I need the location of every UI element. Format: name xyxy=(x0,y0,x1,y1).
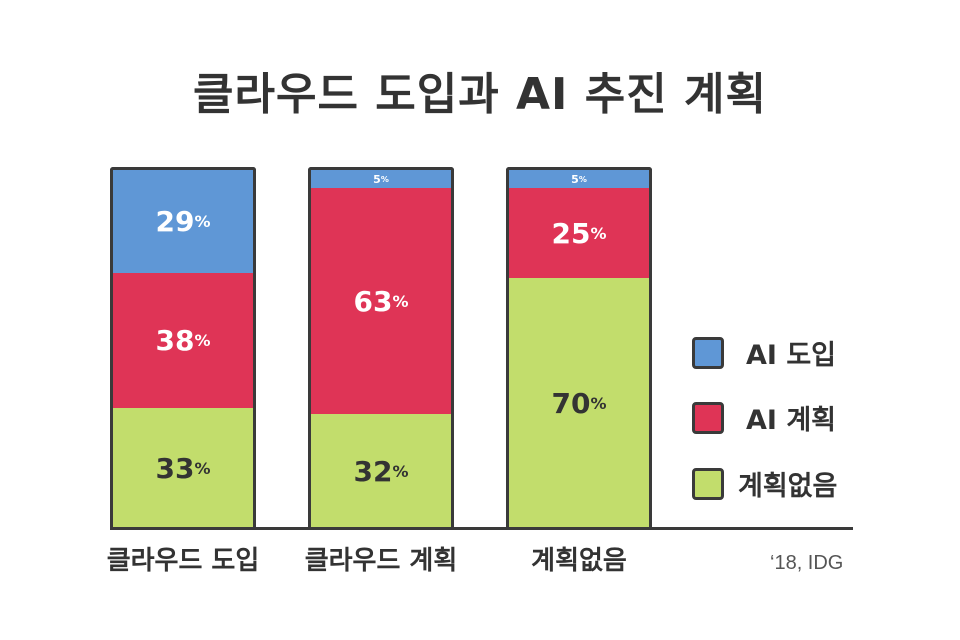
segment-value: 33 xyxy=(155,451,195,485)
legend-item-no-plan: 계획없음 xyxy=(692,464,837,503)
segment-unit: % xyxy=(194,458,211,478)
x-tick-label: 계획없음 xyxy=(531,546,627,576)
x-tick-label: 클라우드 계획 xyxy=(304,546,458,576)
segment-unit: % xyxy=(194,212,211,231)
segment-unit: % xyxy=(194,331,211,350)
segment-value: 25 xyxy=(551,216,591,250)
legend-item-ai-plan: AI 계획 xyxy=(692,398,836,437)
segment-value: 32 xyxy=(353,454,393,488)
segment-unit: % xyxy=(590,393,607,413)
segment-unit: % xyxy=(392,291,409,311)
segment-no-plan: 32% xyxy=(311,414,451,528)
segment-value: 38 xyxy=(155,324,195,357)
legend-swatch xyxy=(692,336,724,369)
legend-item-ai-adopt: AI 도입 xyxy=(692,333,836,372)
segment-ai-plan: 63% xyxy=(311,188,451,414)
legend-swatch xyxy=(692,401,724,434)
legend-label: AI 도입 xyxy=(746,340,837,371)
segment-unit: % xyxy=(392,461,409,481)
segment-unit: % xyxy=(380,174,389,184)
bar-cloud-adopted: 29% 38% 33% xyxy=(110,167,256,528)
segment-unit: % xyxy=(578,174,587,184)
segment-value: 70 xyxy=(551,386,591,420)
bar-no-plan: 5% 25% 70% xyxy=(506,167,652,528)
segment-ai-adopt: 5% xyxy=(311,170,451,188)
segment-ai-adopt: 5% xyxy=(509,170,649,188)
segment-value: 29 xyxy=(155,205,195,238)
chart-title: 클라우드 도입과 AI 추진 계획 xyxy=(193,69,767,120)
segment-no-plan: 33% xyxy=(113,408,253,528)
segment-value: 5 xyxy=(373,172,381,186)
segment-value: 63 xyxy=(353,284,393,318)
source-note: ‘18, IDG xyxy=(770,552,844,574)
x-tick-label: 클라우드 도입 xyxy=(106,546,260,576)
segment-ai-plan: 38% xyxy=(113,273,253,408)
segment-ai-plan: 25% xyxy=(509,188,649,278)
segment-value: 5 xyxy=(571,172,579,186)
x-axis-line xyxy=(110,527,853,530)
segment-ai-adopt: 29% xyxy=(113,170,253,273)
legend-label: 계획없음 xyxy=(738,471,838,502)
bar-cloud-planned: 5% 63% 32% xyxy=(308,167,454,528)
segment-unit: % xyxy=(590,223,607,243)
segment-no-plan: 70% xyxy=(509,278,649,528)
legend-label: AI 계획 xyxy=(746,405,837,436)
legend-swatch xyxy=(692,467,724,500)
